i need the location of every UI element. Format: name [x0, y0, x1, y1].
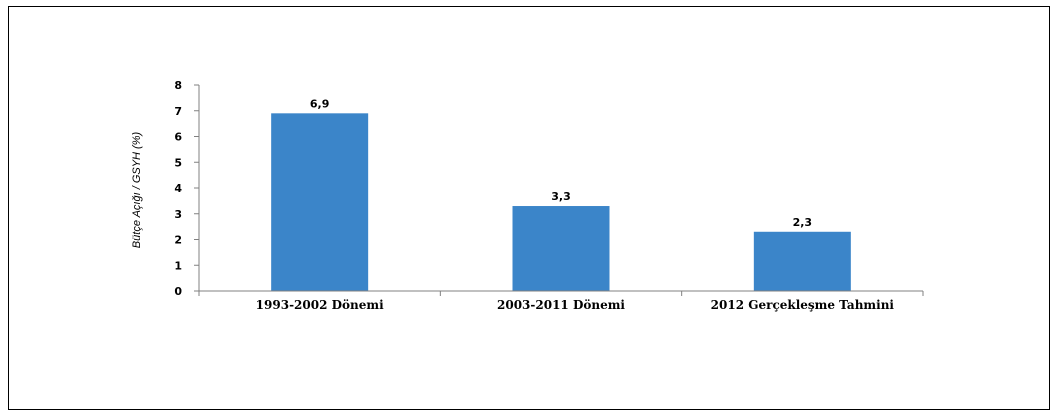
category-label: 2003-2011 Dönemi [497, 298, 625, 312]
y-tick-label: 7 [174, 105, 182, 118]
y-axis-title: Bütçe Açığı / GSYH (%) [131, 131, 143, 248]
y-tick-label: 5 [174, 156, 182, 169]
y-tick-label: 8 [174, 79, 182, 92]
data-labels: 6,9 3,3 2,3 [310, 97, 812, 228]
data-label: 3,3 [551, 190, 571, 203]
data-label: 6,9 [310, 97, 330, 110]
bar [271, 113, 369, 291]
data-label: 2,3 [793, 216, 813, 229]
bar [753, 231, 851, 291]
category-label: 1993-2002 Dönemi [256, 298, 384, 312]
y-tick-label: 4 [174, 182, 182, 195]
y-tick-label: 2 [174, 234, 182, 247]
axes [198, 85, 924, 296]
y-tick-label: 0 [174, 285, 182, 298]
x-axis-categories: 1993-2002 Dönemi 2003-2011 Dönemi 2012 Ger… [256, 298, 895, 312]
bars [271, 113, 851, 291]
y-tick-label: 3 [174, 208, 182, 221]
category-label: 2012 Gerçekleşme Tahmini [711, 298, 895, 312]
y-tick-label: 6 [174, 131, 182, 144]
y-axis-ticks: 0 1 2 3 4 5 6 7 8 [174, 79, 199, 298]
bar [512, 206, 610, 291]
y-tick-label: 1 [174, 259, 182, 272]
